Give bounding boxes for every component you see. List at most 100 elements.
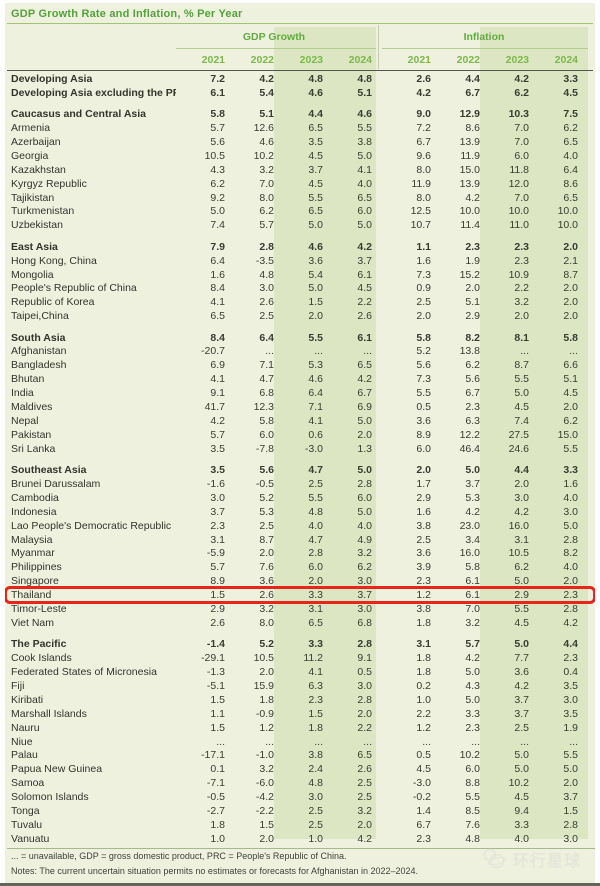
cell-value: -29.1	[201, 652, 225, 665]
cell-value: 5.8	[465, 561, 480, 574]
cell-value: 3.2	[514, 296, 529, 309]
cell-value: 3.9	[416, 561, 431, 574]
table-row: Papua New Guinea 0.1 3.2 2.4 2.6 4.5 6.0 5.0 5.0	[5, 762, 595, 776]
row-label: Kazakhstan	[11, 163, 66, 176]
cell-value: 2.0	[357, 818, 372, 831]
cell-value: 6.7	[465, 387, 480, 400]
table-row: Hong Kong, China 6.4 -3.5 3.6 3.7 1.6 1.9 2.3 2.…	[5, 254, 595, 268]
cell-value: 7.3	[416, 268, 431, 281]
cell-value: 16.0	[459, 547, 480, 560]
table-row: Developing Asia 7.2 4.2 4.8 4.8 2.6 4.4 4.2 3.3	[5, 72, 595, 86]
cell-value: 2.0	[563, 296, 578, 309]
cell-value: 12.0	[508, 177, 529, 190]
cell-value: 2.2	[514, 282, 529, 295]
cell-value: 4.5	[563, 86, 578, 99]
cell-value: 5.7	[465, 638, 480, 651]
cell-value: 3.0	[563, 832, 578, 845]
cell-value: 3.6	[416, 414, 431, 427]
cell-value: 3.0	[514, 491, 529, 504]
cell-value: 3.8	[308, 749, 323, 762]
cell-value: 5.0	[465, 693, 480, 706]
cell-value: 3.1	[210, 533, 225, 546]
table-row: Republic of Korea 4.1 2.6 1.5 2.2 2.5 5.1 3.2 2.…	[5, 295, 595, 309]
cell-value: 5.6	[465, 373, 480, 386]
cell-value: 3.6	[416, 547, 431, 560]
cell-value: 2.0	[563, 777, 578, 790]
cell-value: 3.3	[563, 72, 578, 85]
cell-value: 1.2	[259, 721, 274, 734]
cell-value: 6.8	[259, 387, 274, 400]
cell-value: ...	[520, 735, 529, 748]
cell-value: -0.5	[255, 477, 274, 490]
cell-value: 3.3	[563, 464, 578, 477]
cell-value: 2.2	[357, 296, 372, 309]
cell-value: 4.5	[357, 282, 372, 295]
cell-value: 4.4	[465, 72, 480, 85]
cell-value: 8.2	[563, 547, 578, 560]
cell-value: 6.0	[308, 561, 323, 574]
table-row: East Asia 7.9 2.8 4.6 4.2 1.1 2.3 2.3 2.0	[5, 240, 595, 254]
cell-value: 4.2	[210, 414, 225, 427]
cell-value: 1.5	[210, 589, 225, 602]
cell-value: 4.2	[465, 505, 480, 518]
table-row: Kiribati 1.5 1.8 2.3 2.8 1.0 5.0 3.7 3.0	[5, 693, 595, 707]
cell-value: 1.5	[259, 818, 274, 831]
table-title: GDP Growth Rate and Inflation, % Per Yea…	[11, 8, 243, 20]
cell-value: 7.0	[259, 177, 274, 190]
cell-value: 2.0	[416, 464, 431, 477]
cell-value: 24.6	[508, 442, 529, 455]
cell-value: -0.2	[412, 791, 431, 804]
cell-value: 5.0	[563, 519, 578, 532]
cell-value: 4.2	[416, 86, 431, 99]
cell-value: 6.2	[514, 86, 529, 99]
cell-value: 3.8	[416, 519, 431, 532]
table-row: Mongolia 1.6 4.8 5.4 6.1 7.3 15.2 10.9 8.7	[5, 268, 595, 282]
cell-value: 2.2	[416, 707, 431, 720]
cell-value: 3.0	[563, 505, 578, 518]
cell-value: 3.7	[514, 707, 529, 720]
cell-value: 1.1	[416, 240, 431, 253]
cell-value: 2.5	[514, 721, 529, 734]
cell-value: -0.9	[255, 707, 274, 720]
cell-value: 2.3	[465, 240, 480, 253]
cell-value: 4.2	[563, 616, 578, 629]
cell-value: 10.2	[253, 149, 274, 162]
cell-value: 1.5	[210, 693, 225, 706]
cell-value: 4.1	[210, 373, 225, 386]
row-label: Maldives	[11, 401, 53, 414]
cell-value: 1.6	[563, 477, 578, 490]
cell-value: 6.3	[308, 679, 323, 692]
cell-value: 6.5	[210, 310, 225, 323]
row-label: Taipei,China	[11, 310, 69, 323]
table-row: Timor-Leste 2.9 3.2 3.1 3.0 3.8 7.0 5.5 2.8	[5, 602, 595, 616]
cell-value: 3.2	[357, 547, 372, 560]
cell-value: 6.2	[357, 561, 372, 574]
cell-value: 5.7	[259, 219, 274, 232]
row-label: Developing Asia	[11, 72, 93, 85]
row-label: Georgia	[11, 149, 49, 162]
cell-value: 6.0	[514, 149, 529, 162]
cell-value: 3.1	[308, 603, 323, 615]
cell-value: 2.3	[465, 401, 480, 414]
cell-value: -7.8	[255, 442, 274, 455]
cell-value: 4.5	[514, 791, 529, 804]
cell-value: 6.7	[416, 818, 431, 831]
cell-value: 5.0	[514, 638, 529, 651]
cell-value: 3.5	[308, 136, 323, 148]
cell-value: 8.4	[210, 331, 225, 344]
cell-value: 2.0	[259, 832, 274, 845]
cell-value: 5.2	[259, 491, 274, 504]
table-row: Sri Lanka 3.5 -7.8 -3.0 1.3 6.0 46.4 24.6 5.5	[5, 442, 595, 456]
table-row: Brunei Darussalam -1.6 -0.5 2.5 2.8 1.7 3.7 2.0…	[5, 477, 595, 491]
cell-value: 6.5	[308, 616, 323, 629]
cell-value: 5.5	[563, 749, 578, 762]
row-label: Malaysia	[11, 533, 53, 546]
table-row: Philippines 5.7 7.6 6.0 6.2 3.9 5.8 6.2 4.0	[5, 560, 595, 574]
cell-value: 0.1	[210, 763, 225, 776]
gdp-group-underline	[176, 48, 376, 49]
row-label: Tonga	[11, 804, 40, 817]
table-row: Developing Asia excluding the PRC 6.1 5.4 4…	[5, 86, 595, 100]
cell-value: 7.1	[259, 359, 274, 372]
cell-value: -20.7	[201, 345, 225, 358]
